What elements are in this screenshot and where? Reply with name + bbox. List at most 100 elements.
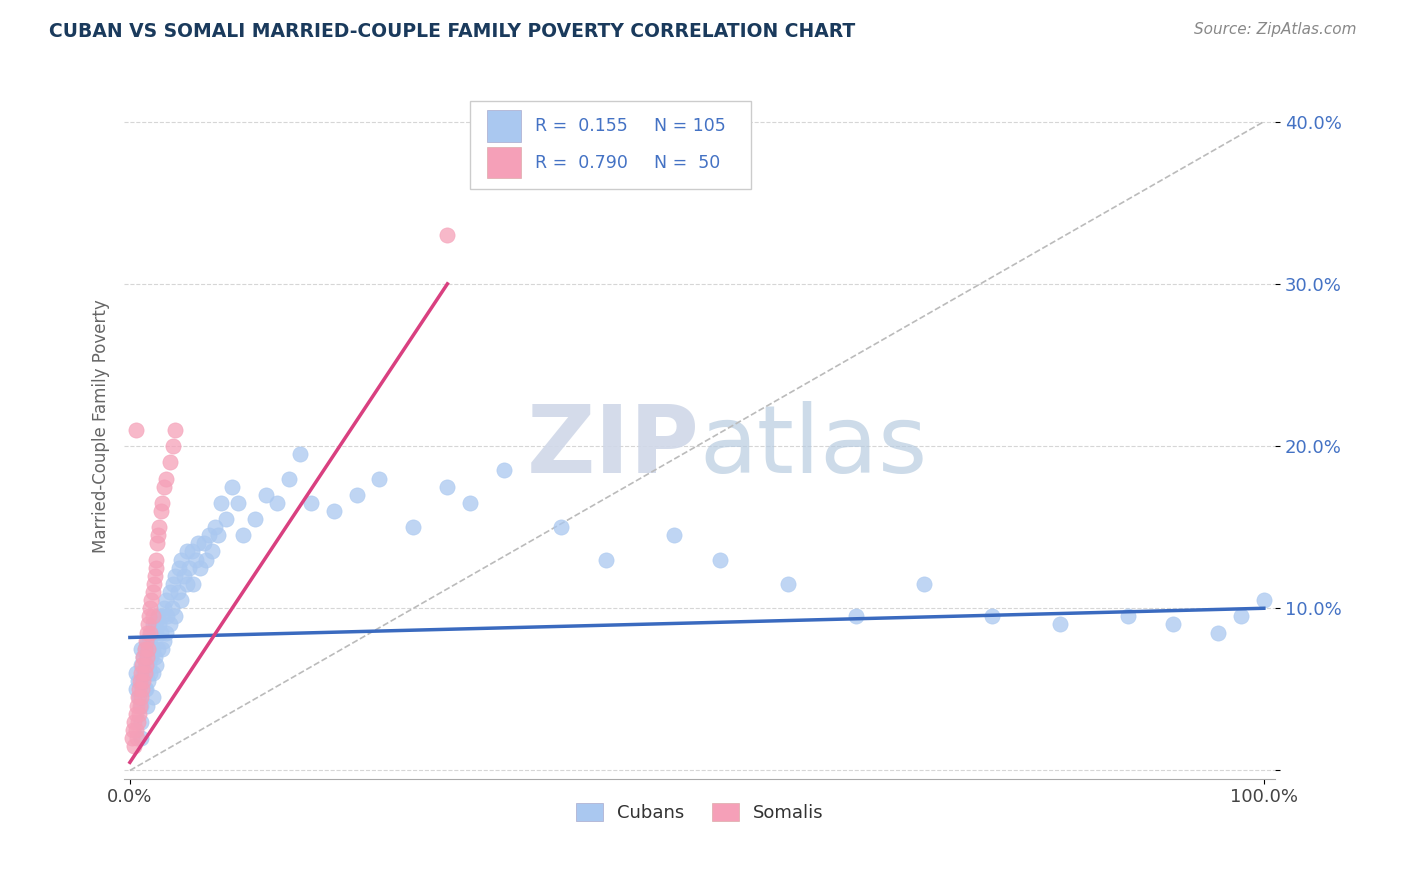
Point [143, 617, 166, 632]
Point [160, 601, 183, 615]
Point [166, 585, 188, 599]
Point [550, 520, 572, 534]
Point [221, 480, 243, 494]
Point [1049, 617, 1071, 632]
Point [129, 641, 152, 656]
Point [200, 544, 222, 558]
Point [135, 633, 157, 648]
Point [436, 480, 458, 494]
Point [142, 690, 165, 705]
Text: CUBAN VS SOMALI MARRIED-COUPLE FAMILY POVERTY CORRELATION CHART: CUBAN VS SOMALI MARRIED-COUPLE FAMILY PO… [49, 22, 855, 41]
Point [159, 617, 181, 632]
Point [138, 658, 160, 673]
Point [181, 544, 204, 558]
Point [142, 577, 165, 591]
Point [135, 649, 157, 664]
Point [150, 609, 173, 624]
Point [159, 585, 181, 599]
Point [148, 641, 170, 656]
Point [122, 723, 145, 737]
Point [176, 577, 198, 591]
Point [132, 674, 155, 689]
Point [188, 560, 211, 574]
Point [145, 658, 167, 673]
Point [148, 528, 170, 542]
Point [131, 658, 153, 673]
Point [139, 666, 162, 681]
Point [184, 552, 207, 566]
Point [135, 649, 157, 664]
Point [148, 609, 170, 624]
Text: N =  50: N = 50 [654, 153, 720, 171]
Point [288, 447, 311, 461]
Point [170, 552, 193, 566]
Point [193, 536, 215, 550]
Text: R =  0.155: R = 0.155 [536, 117, 628, 135]
Point [323, 504, 346, 518]
Point [187, 536, 209, 550]
Point [845, 609, 868, 624]
Point [346, 488, 368, 502]
Point [266, 496, 288, 510]
Point [141, 625, 163, 640]
Point [162, 577, 184, 591]
Point [129, 731, 152, 745]
Point [135, 625, 157, 640]
Point [134, 666, 156, 681]
Point [138, 609, 160, 624]
Point [165, 569, 187, 583]
Point [1230, 609, 1253, 624]
Point [136, 674, 159, 689]
Point [664, 528, 686, 542]
Point [709, 552, 731, 566]
Point [215, 512, 238, 526]
Point [436, 228, 458, 243]
Point [402, 520, 425, 534]
Point [127, 674, 149, 689]
Point [142, 609, 165, 624]
Point [912, 577, 935, 591]
Point [183, 577, 205, 591]
Point [129, 698, 152, 713]
Point [149, 625, 172, 640]
Point [125, 731, 148, 745]
Y-axis label: Married-Couple Family Poverty: Married-Couple Family Poverty [93, 299, 110, 553]
Point [124, 706, 146, 721]
Text: N = 105: N = 105 [654, 117, 725, 135]
Point [173, 569, 195, 583]
Point [1208, 625, 1230, 640]
Point [132, 666, 155, 681]
Point [143, 569, 166, 583]
Point [127, 690, 149, 705]
Point [980, 609, 1002, 624]
Point [254, 488, 277, 502]
Point [204, 520, 226, 534]
Point [132, 649, 155, 664]
Point [1253, 593, 1275, 607]
Point [135, 666, 157, 681]
Text: ZIP: ZIP [527, 401, 700, 493]
Point [128, 682, 150, 697]
Point [135, 698, 157, 713]
Point [150, 641, 173, 656]
Point [121, 731, 143, 745]
Point [1116, 609, 1139, 624]
Point [129, 698, 152, 713]
Point [136, 617, 159, 632]
Point [124, 714, 146, 729]
Point [209, 496, 232, 510]
Point [139, 625, 162, 640]
Point [142, 617, 165, 632]
Point [232, 528, 254, 542]
Point [129, 714, 152, 729]
Point [156, 609, 179, 624]
Point [153, 480, 176, 494]
Text: R =  0.790: R = 0.790 [536, 153, 628, 171]
FancyBboxPatch shape [486, 110, 522, 142]
Point [136, 641, 159, 656]
Point [124, 682, 146, 697]
Point [165, 423, 187, 437]
Point [155, 471, 177, 485]
Point [134, 641, 156, 656]
Point [124, 423, 146, 437]
